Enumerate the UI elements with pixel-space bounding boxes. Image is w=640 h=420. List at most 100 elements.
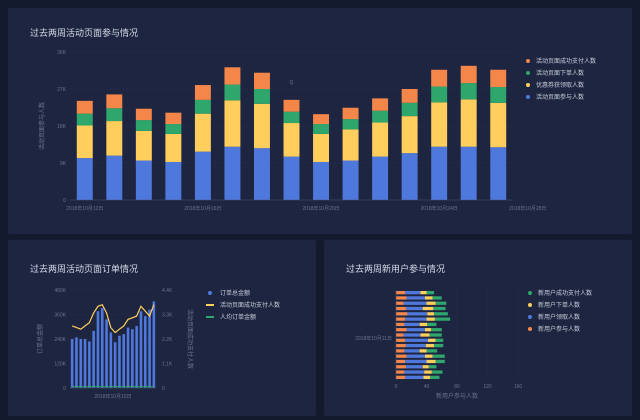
br-bar-segment [420, 291, 426, 294]
top-xtick-label: 2018年10月12日 [66, 205, 103, 212]
br-bar-segment [424, 370, 432, 373]
br-legend-label: 新用户成功支付人数 [538, 289, 592, 297]
br-bar-segment [427, 323, 436, 326]
top-bar-segment [254, 148, 270, 200]
top-bar-segment [461, 83, 477, 99]
top-bar-segment [224, 85, 240, 101]
bl-bar [148, 310, 151, 388]
bottom-left-panel: 过去两周活动页面订单情况 0 0 120K 1.1K 240K 2.2K 360K 3.3K 4… [8, 240, 316, 416]
br-bar-segment [436, 302, 447, 305]
top-bar-segment [461, 147, 477, 200]
top-bar-segment [490, 103, 506, 147]
br-bar-segment [435, 317, 450, 320]
top-bar-segment [313, 162, 329, 200]
top-legend-swatch [526, 71, 530, 75]
top-bar-segment [461, 99, 477, 146]
top-bar-segment [254, 73, 270, 89]
br-bar-segment [432, 370, 443, 373]
top-bar-segment [106, 156, 122, 200]
br-bar-segment [429, 365, 437, 368]
bl-legend-label: 人均订单金额 [220, 313, 256, 321]
top-bar-segment [77, 126, 93, 159]
top-xtick-label: 2018年10月28日 [509, 205, 546, 212]
top-bar-segment [343, 129, 359, 160]
br-bar-segment [405, 317, 426, 320]
top-bar-segment [313, 124, 329, 134]
br-bar-segment [404, 302, 427, 305]
top-ytick-label: 36K [57, 50, 67, 56]
br-bar-segment [396, 376, 405, 379]
top-bar-segment [431, 87, 447, 103]
top-bar-segment [195, 85, 211, 100]
bl-ytick-label: 240K [54, 337, 66, 343]
br-bar-segment [425, 296, 433, 299]
top-bar-segment [136, 131, 152, 161]
br-bar-segment [404, 370, 424, 373]
bl-bar [79, 339, 82, 388]
bl-bar [127, 328, 130, 388]
br-bar-segment [433, 307, 445, 310]
bl-bar [88, 341, 91, 388]
top-bar-segment [313, 134, 329, 162]
br-bar-segment [434, 312, 448, 315]
br-bar-segment [428, 339, 436, 342]
br-bar-segment [407, 312, 427, 315]
top-bar-segment [195, 114, 211, 152]
bl-bar [144, 316, 147, 388]
br-legend-label: 新用户领取人数 [538, 313, 580, 321]
top-bar-segment [284, 100, 300, 112]
top-bar-segment [106, 108, 122, 121]
br-xtick-label: 40 [424, 384, 430, 390]
br-bar-segment [425, 355, 433, 358]
br-bar-segment [425, 328, 431, 331]
top-marker-label: Q [290, 80, 294, 86]
br-bar-segment [427, 360, 436, 363]
bl-y2-axis-label: 活动页面成功支付人数 [186, 309, 194, 369]
new-user-horizontal-bar-chart: 0 40 80 120 160新用户参与人数2018年10月11日新用户成功支付人数新用… [324, 240, 632, 416]
br-bar-segment [396, 365, 406, 368]
br-legend-swatch [528, 327, 532, 331]
top-ytick-label: 9K [60, 161, 67, 167]
top-bar-segment [402, 153, 418, 200]
bl-y2tick-label: 0 [162, 386, 165, 392]
br-bar-segment [396, 302, 404, 305]
top-panel: 过去两周活动页面参与情况 0 9K 18K 27K 36K 活动页面参与人数 2018年10… [8, 8, 632, 234]
br-bar-segment [427, 349, 438, 352]
bl-bar [122, 334, 125, 388]
br-bar-segment [433, 355, 445, 358]
br-bar-segment [423, 376, 430, 379]
top-bar-segment [490, 70, 506, 87]
br-xtick-label: 160 [514, 384, 523, 390]
br-bar-segment [427, 312, 434, 315]
br-legend-swatch [528, 291, 532, 295]
top-bar-segment [284, 157, 300, 200]
top-bar-segment [343, 108, 359, 119]
br-bar-segment [396, 307, 406, 310]
br-bar-segment [396, 312, 407, 315]
top-bar-segment [372, 123, 388, 157]
top-bar-segment [136, 161, 152, 200]
br-bar-segment [405, 360, 426, 363]
br-bar-segment [404, 333, 421, 336]
top-legend-label: 活动页面参与人数 [536, 93, 584, 101]
br-bar-segment [406, 365, 423, 368]
br-bar-segment [396, 370, 404, 373]
top-legend-swatch [526, 59, 530, 63]
br-bar-segment [405, 376, 423, 379]
top-xtick-label: 2018年10月24日 [421, 205, 458, 212]
order-bar-line-chart: 0 0120K 1.1K240K 2.2K360K 3.3K480K 4.4K订单总金额活… [8, 240, 316, 416]
bl-legend-swatch [206, 304, 214, 306]
top-bar-segment [402, 89, 418, 103]
bl-bar [84, 339, 87, 388]
br-bar-segment [426, 344, 434, 347]
bl-bar [110, 332, 113, 388]
bl-bar [140, 311, 143, 388]
top-bar-segment [313, 114, 329, 124]
br-xtick-label: 0 [395, 384, 398, 390]
br-bar-segment [407, 355, 425, 358]
top-bar-segment [195, 152, 211, 200]
br-bar-segment [434, 344, 443, 347]
bl-bar [92, 331, 95, 388]
br-bar-segment [396, 333, 404, 336]
top-bar-segment [165, 113, 181, 124]
